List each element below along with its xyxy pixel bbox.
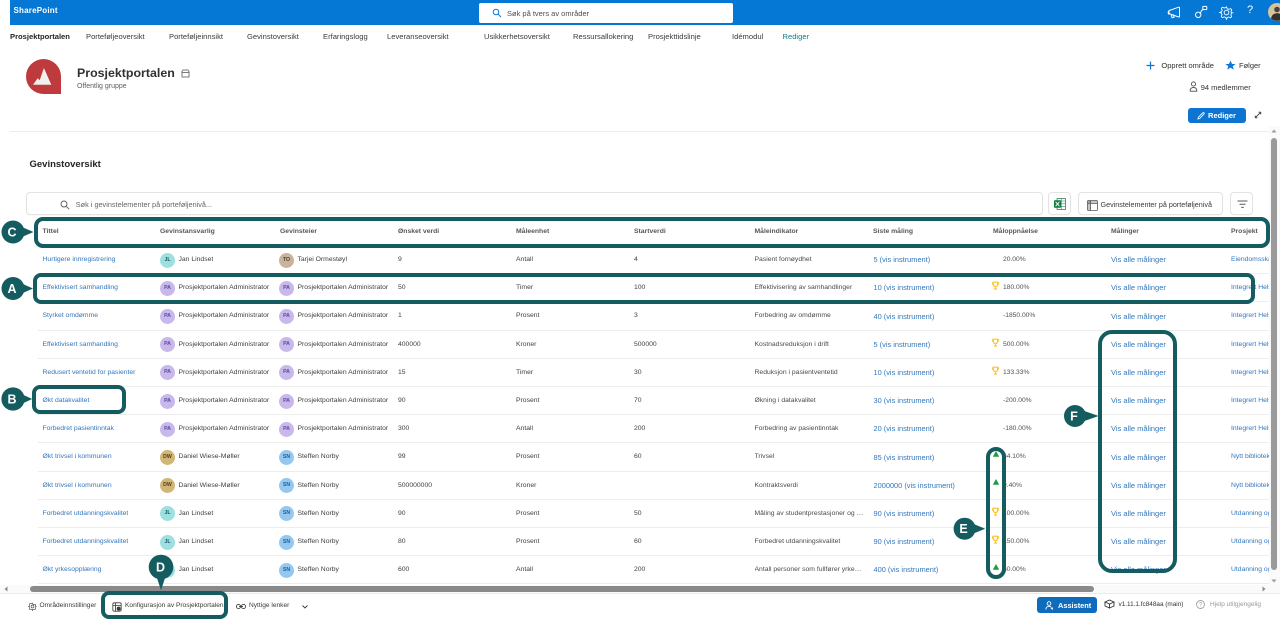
svg-text:B: B [7,393,16,407]
svg-text:A: A [7,282,16,296]
svg-text:?: ? [1199,603,1203,609]
svg-text:C: C [7,226,16,240]
